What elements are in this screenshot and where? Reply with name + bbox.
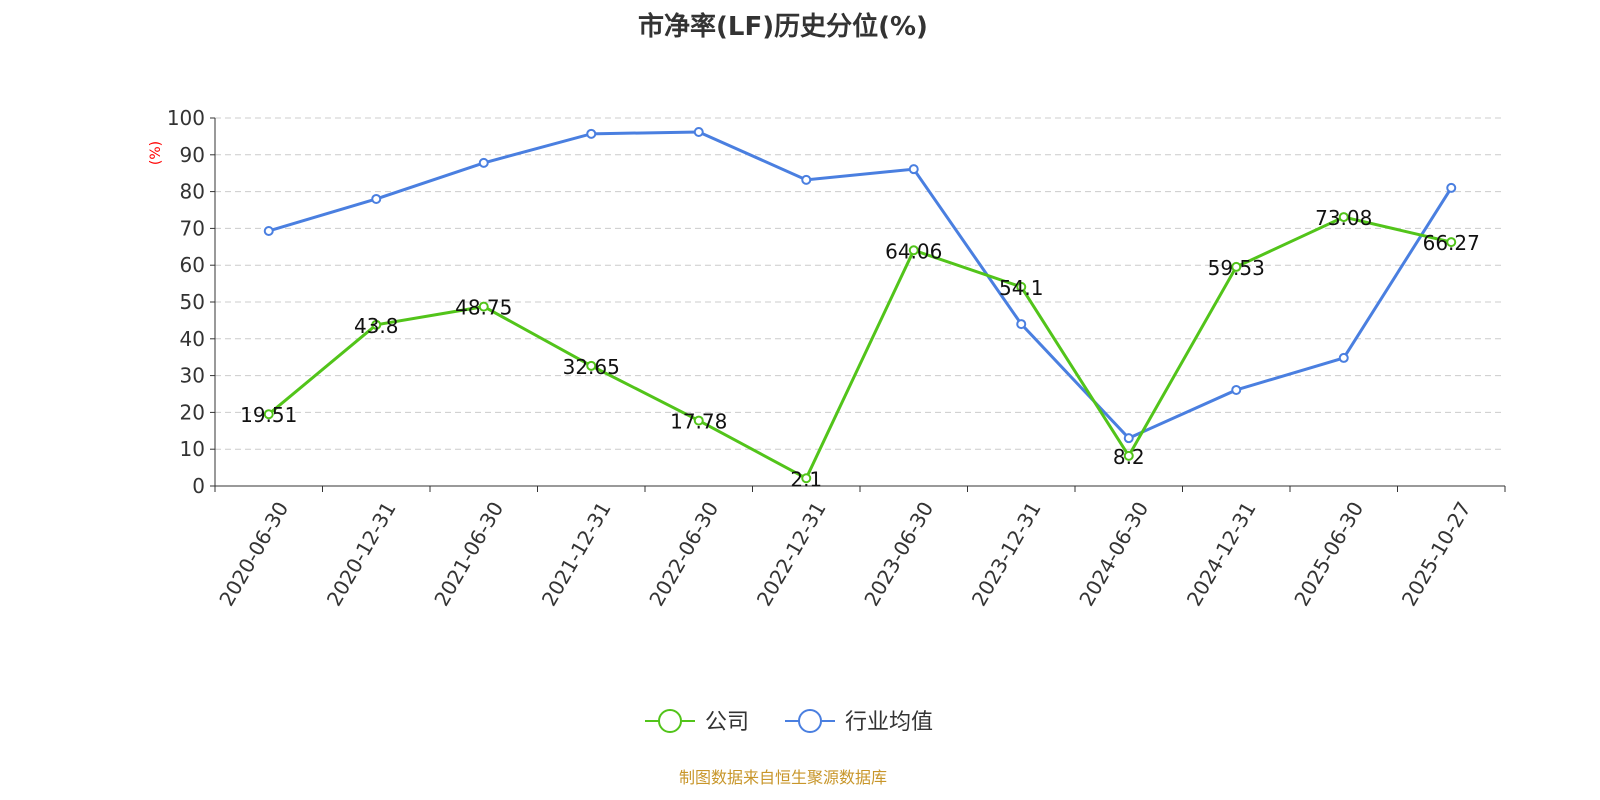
legend-marker — [798, 709, 822, 733]
x-tick-label: 2025-06-30 — [1289, 498, 1368, 611]
y-tick-label: 70 — [180, 216, 205, 240]
data-label: 2.1 — [790, 467, 822, 491]
data-point — [1016, 281, 1027, 292]
data-label: 43.8 — [354, 314, 399, 338]
data-point — [801, 473, 812, 484]
data-label: 8.2 — [1113, 445, 1145, 469]
data-point — [371, 319, 382, 330]
x-tick-label: 2024-12-31 — [1182, 498, 1261, 611]
data-point — [586, 128, 597, 139]
x-tick-label: 2022-06-30 — [644, 498, 723, 611]
data-point — [371, 193, 382, 204]
data-label: 73.08 — [1315, 206, 1372, 230]
series-line-0 — [267, 215, 1452, 481]
y-tick-label: 10 — [180, 437, 205, 461]
data-point — [693, 415, 704, 426]
data-label: 17.78 — [670, 410, 727, 434]
data-label: 59.53 — [1208, 256, 1265, 280]
data-point — [1231, 384, 1242, 395]
data-label: 19.51 — [240, 403, 297, 427]
series-line-1 — [268, 130, 1453, 440]
y-tick-label: 40 — [180, 327, 205, 351]
data-label: 32.65 — [563, 355, 620, 379]
x-tick-label: 2022-12-31 — [752, 498, 831, 611]
data-point — [1446, 182, 1457, 193]
data-point — [693, 126, 704, 137]
y-tick-label: 0 — [192, 474, 205, 498]
data-point — [1231, 261, 1242, 272]
y-tick-label: 30 — [180, 364, 205, 388]
data-point — [1123, 433, 1134, 444]
y-tick-label: 80 — [180, 180, 205, 204]
x-tick-label: 2023-06-30 — [859, 498, 938, 611]
y-tick-label: 20 — [180, 400, 205, 424]
source-note: 制图数据来自恒生聚源数据库 — [678, 768, 887, 787]
x-tick-label: 2025-10-27 — [1397, 498, 1476, 611]
x-tick-label: 2024-06-30 — [1074, 498, 1153, 611]
data-point — [801, 174, 812, 185]
y-axis-label: (%) — [148, 141, 164, 165]
x-tick-label: 2020-06-30 — [214, 498, 293, 611]
data-point — [478, 301, 489, 312]
chart-title: 市净率(LF)历史分位(%) — [638, 12, 928, 42]
legend-label[interactable]: 行业均值 — [845, 710, 933, 735]
data-point — [1338, 352, 1349, 363]
x-tick-label: 2020-12-31 — [322, 498, 401, 611]
x-tick-label: 2023-12-31 — [967, 498, 1046, 611]
y-tick-label: 60 — [180, 253, 205, 277]
y-tick-label: 100 — [167, 106, 205, 130]
data-label: 64.06 — [885, 239, 942, 263]
data-point — [263, 409, 274, 420]
data-label: 54.1 — [999, 276, 1044, 300]
x-tick-label: 2021-06-30 — [429, 498, 508, 611]
data-point — [1016, 319, 1027, 330]
data-point — [908, 164, 919, 175]
legend-marker — [658, 709, 682, 733]
x-tick-label: 2021-12-31 — [537, 498, 616, 611]
data-point — [908, 245, 919, 256]
data-point — [1338, 212, 1349, 223]
data-point — [1446, 237, 1457, 248]
y-tick-label: 90 — [180, 143, 205, 167]
legend-label[interactable]: 公司 — [705, 710, 749, 735]
data-point — [478, 157, 489, 168]
data-point — [1123, 450, 1134, 461]
data-point — [586, 360, 597, 371]
data-point — [263, 225, 274, 236]
data-label: 48.75 — [455, 296, 512, 320]
data-label: 66.27 — [1423, 231, 1480, 255]
y-tick-label: 50 — [180, 290, 205, 314]
